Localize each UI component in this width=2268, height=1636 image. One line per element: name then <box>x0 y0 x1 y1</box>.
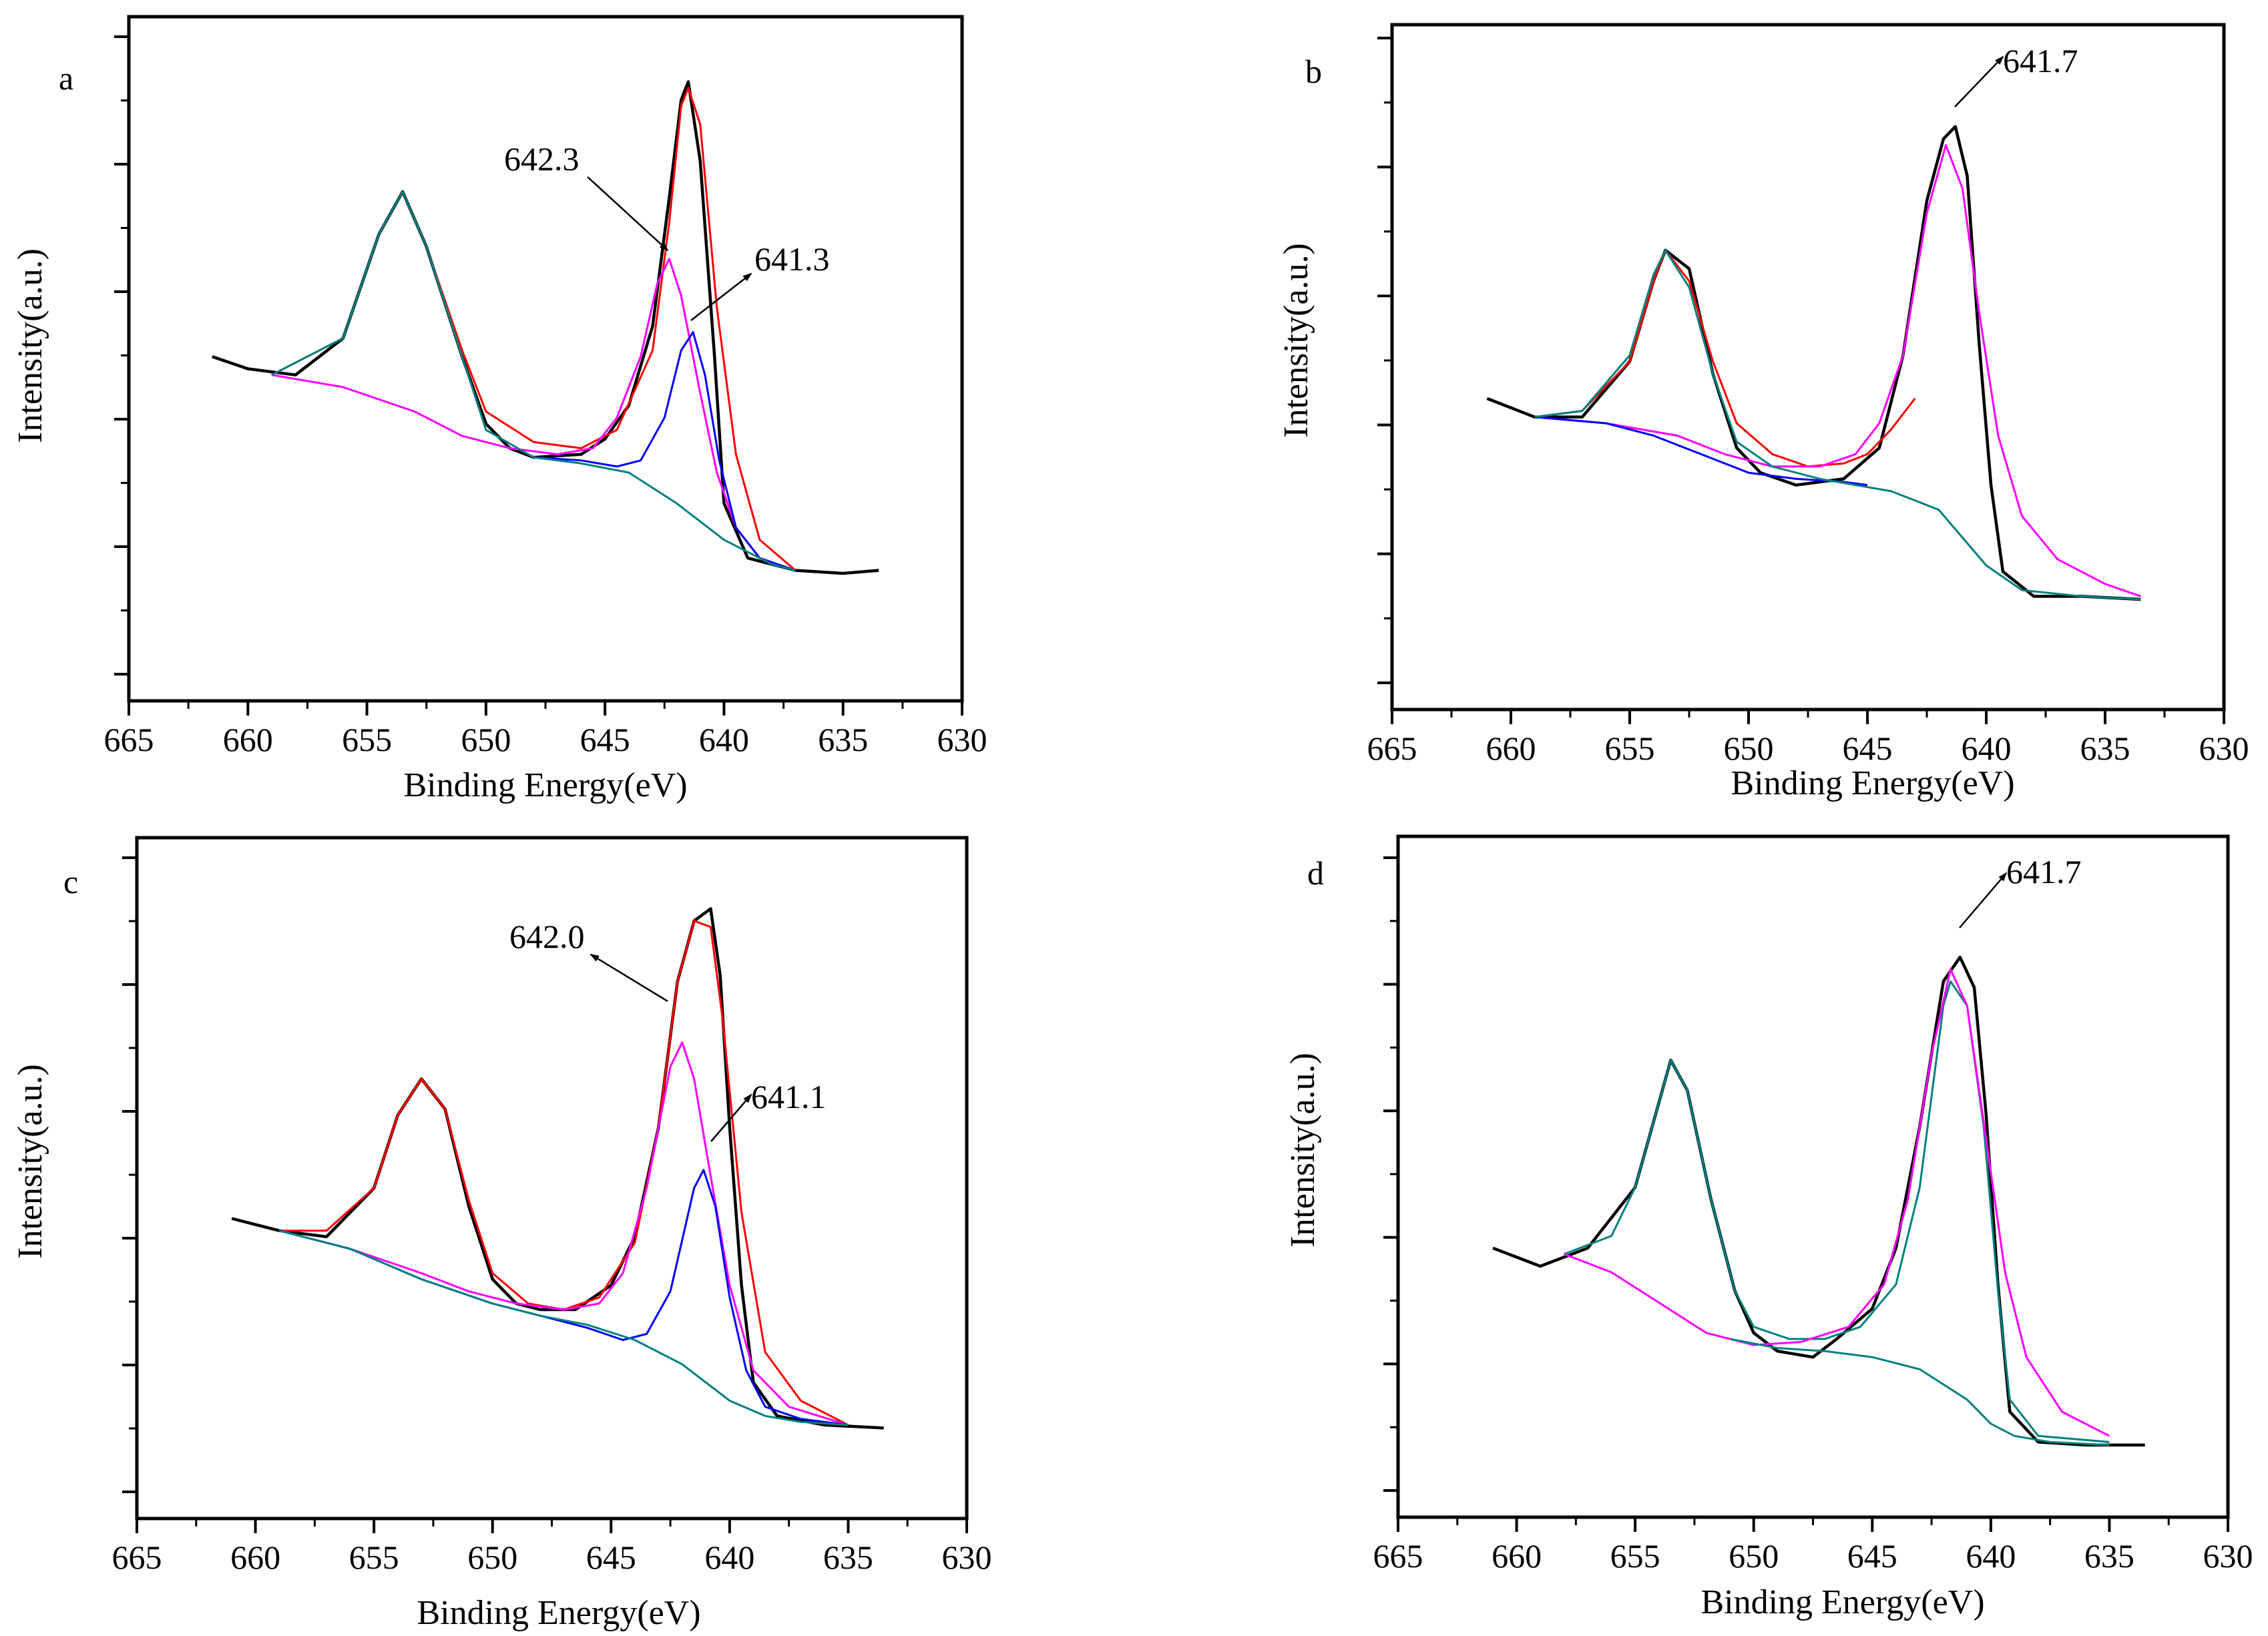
panel-a-frame <box>127 15 964 703</box>
panel-a-series-component-642-3 <box>271 258 796 571</box>
panel-b-xlabel: Binding Energy(eV) <box>1731 764 2014 802</box>
panel-a-xtick-label: 630 <box>937 721 987 758</box>
panel-d-letter: d <box>1307 854 1324 892</box>
panel-a-series-component-641-3 <box>533 331 796 571</box>
panel-b-frame <box>1390 23 2226 712</box>
panel-b-peak-arrow-1 <box>1954 55 2004 107</box>
panel-c-series-envelope <box>279 920 849 1426</box>
panel-c-peak-label-1: 642.0 <box>509 918 585 955</box>
panel-a-xtick-label: 660 <box>223 721 273 758</box>
panel-c-ylabel: Intensity(a.u.) <box>11 1064 49 1259</box>
panel-b-letter: b <box>1305 53 1322 90</box>
panel-c-xtick-label: 635 <box>823 1539 873 1576</box>
panel-b-series-component-blue- <box>1534 416 1868 487</box>
panel-c-peak-arrow-1 <box>590 953 668 1003</box>
panel-b-xtick-label: 645 <box>1843 730 1893 767</box>
panel-c-letter: c <box>63 863 78 900</box>
panel-b-series-envelope <box>1534 249 1916 468</box>
panel-a-peak-label-1: 642.3 <box>504 140 580 178</box>
panel-d-frame <box>1396 834 2230 1519</box>
panel-d-xtick-label: 640 <box>1966 1537 2016 1575</box>
panel-c-series-experimental <box>231 907 884 1430</box>
panel-b-series-experimental <box>1486 125 2141 601</box>
panel-a-xtick-label: 640 <box>699 721 749 758</box>
panel-c-series-background <box>278 1230 849 1426</box>
panel-d-xtick-label: 655 <box>1610 1537 1660 1575</box>
panel-b-xtick-label: 635 <box>2080 730 2130 767</box>
panel-c-peak-label-2: 641.1 <box>751 1078 827 1115</box>
panel-b-xtick-label: 650 <box>1724 730 1774 767</box>
panel-c-xtick-label: 630 <box>942 1539 992 1576</box>
panel-d-xlabel: Binding Energy(eV) <box>1700 1583 1984 1621</box>
panel-c-xtick-label: 655 <box>349 1539 399 1576</box>
panel-d: 665 660 655 650 645 640 635 630 d Binding Energ… <box>1284 834 2253 1621</box>
panel-d-peak-label-1: 641.7 <box>2006 853 2082 890</box>
panel-b-series-component-641-7 <box>1534 144 2141 597</box>
panel-c-xtick-label: 640 <box>704 1539 754 1576</box>
panel-c-series-component-642-0 <box>278 1041 849 1426</box>
panel-d-peak-arrow-1 <box>1959 872 2008 928</box>
panel-a-xtick-label: 645 <box>580 721 630 758</box>
panel-a-peak-label-2: 641.3 <box>754 240 830 278</box>
panel-a-series-background <box>271 190 796 571</box>
panel-d-xtick-label: 645 <box>1847 1537 1897 1575</box>
panel-a-xtick-label: 650 <box>461 721 511 758</box>
panel-a-xlabel: Binding Energy(eV) <box>403 766 687 804</box>
panel-b-ylabel: Intensity(a.u.) <box>1277 243 1315 438</box>
panel-a-ylabel: Intensity(a.u.) <box>11 248 49 443</box>
panel-d-xtick-label: 665 <box>1373 1537 1423 1575</box>
panel-c-xtick-label: 660 <box>230 1539 280 1576</box>
panel-a-peak-arrow-2 <box>690 272 752 321</box>
panel-c-xlabel: Binding Energy(eV) <box>417 1594 700 1632</box>
panel-c: 665 660 655 650 645 640 635 630 c Binding Energ… <box>11 836 992 1632</box>
panel-d-ylabel: Intensity(a.u.) <box>1284 1053 1322 1248</box>
panel-d-xtick-label: 630 <box>2203 1537 2253 1575</box>
panel-d-xtick-label: 650 <box>1729 1537 1779 1575</box>
panel-a-letter: a <box>59 59 73 97</box>
panel-c-xtick-label: 650 <box>467 1539 517 1576</box>
panel-a-peak-arrow-1 <box>587 176 669 252</box>
panel-b-xtick-label: 630 <box>2199 730 2249 767</box>
panel-d-xtick-label: 635 <box>2084 1537 2134 1575</box>
panel-d-series-experimental <box>1492 955 2145 1447</box>
panel-a: 665 660 655 650 645 640 635 630 a Binding Energ… <box>11 15 987 804</box>
panel-b-xtick-label: 640 <box>1962 730 2012 767</box>
panel-b-xtick-label: 655 <box>1605 730 1655 767</box>
panel-a-xtick-label: 655 <box>342 721 392 758</box>
panel-d-series-envelope <box>1564 980 2110 1443</box>
panel-a-xtick-label: 665 <box>104 721 154 758</box>
panel-d-series-component-641-7 <box>1564 968 2110 1437</box>
panel-d-series-background <box>1729 1338 2110 1446</box>
panel-b-series-background <box>1534 249 2141 601</box>
panel-b-xtick-label: 660 <box>1486 730 1536 767</box>
panel-c-peak-arrow-2 <box>710 1093 752 1142</box>
panel-c-xtick-label: 665 <box>112 1539 162 1576</box>
panel-c-series-component-641-1 <box>278 1169 849 1426</box>
panel-b: 665 660 655 650 645 640 635 630 b Binding Energ… <box>1277 23 2249 802</box>
panel-b-xtick-label: 665 <box>1367 730 1417 767</box>
panel-d-xtick-label: 660 <box>1492 1537 1542 1575</box>
panel-b-peak-label-1: 641.7 <box>2003 42 2078 79</box>
panel-a-xtick-label: 635 <box>818 721 868 758</box>
panel-c-xtick-label: 645 <box>586 1539 636 1576</box>
